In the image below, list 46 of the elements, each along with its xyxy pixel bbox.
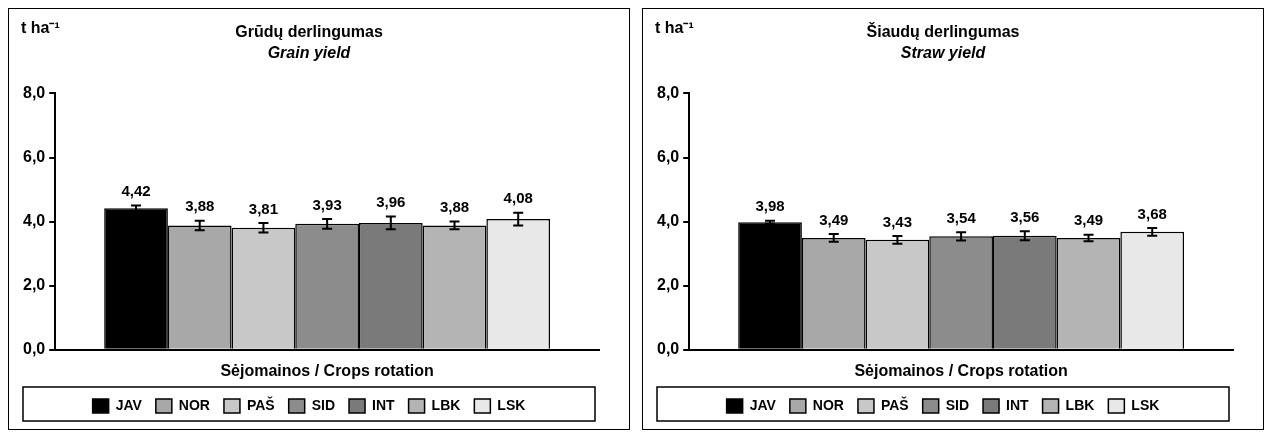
- y-tick-label: 2,0: [656, 276, 680, 294]
- legend-label: JAV: [115, 396, 143, 413]
- legend-label: NOR: [812, 396, 844, 413]
- y-axis-title: t ha⁻¹: [655, 19, 694, 37]
- y-tick-label: 4,0: [656, 212, 680, 230]
- y-tick-label: 0,0: [22, 340, 46, 358]
- data-label: 4,08: [503, 189, 533, 207]
- chart-subtitle: Straw yield: [900, 44, 987, 62]
- data-label: 3,56: [1010, 207, 1040, 225]
- data-label: 3,68: [1137, 204, 1167, 222]
- data-label: 3,93: [312, 195, 342, 213]
- legend-label: PAŠ: [246, 395, 275, 413]
- y-tick-label: 4,0: [22, 212, 46, 230]
- legend-label: PAŠ: [880, 395, 909, 413]
- legend-label: LSK: [1131, 396, 1160, 413]
- legend-label: LBK: [431, 396, 461, 413]
- y-axis-title: t ha⁻¹: [21, 19, 60, 37]
- data-label: 3,96: [376, 193, 406, 211]
- y-tick-label: 6,0: [22, 147, 46, 165]
- legend-label: LSK: [497, 396, 526, 413]
- x-axis-title: Sėjomainos / Crops rotation: [220, 361, 434, 379]
- legend-label: SID: [311, 396, 336, 413]
- data-label: 3,81: [248, 199, 279, 217]
- data-label: 3,54: [946, 208, 977, 226]
- legend-label: JAV: [749, 396, 777, 413]
- chart-subtitle: Grain yield: [267, 44, 352, 62]
- data-label: 4,42: [121, 182, 151, 200]
- y-tick-label: 0,0: [656, 340, 680, 358]
- legend-label: INT: [372, 396, 396, 413]
- data-label: 3,49: [819, 210, 849, 228]
- chart-title: Grūdų derlingumas: [235, 23, 383, 41]
- legend-label: INT: [1006, 396, 1030, 413]
- data-label: 3,88: [439, 198, 470, 216]
- data-label: 3,98: [755, 197, 785, 215]
- y-tick-label: 6,0: [656, 147, 680, 165]
- legend-label: SID: [945, 396, 970, 413]
- data-label: 3,88: [185, 197, 215, 215]
- data-label: 3,49: [1073, 211, 1104, 229]
- y-tick-label: 8,0: [656, 83, 680, 101]
- legend-label: NOR: [178, 396, 210, 413]
- data-label: 3,43: [882, 212, 913, 230]
- chart-title: Šiaudų derlingumas: [866, 22, 1020, 41]
- y-tick-label: 2,0: [22, 276, 46, 294]
- x-axis-title: Sėjomainos / Crops rotation: [854, 361, 1068, 379]
- y-tick-label: 8,0: [22, 83, 46, 101]
- legend-label: LBK: [1065, 396, 1095, 413]
